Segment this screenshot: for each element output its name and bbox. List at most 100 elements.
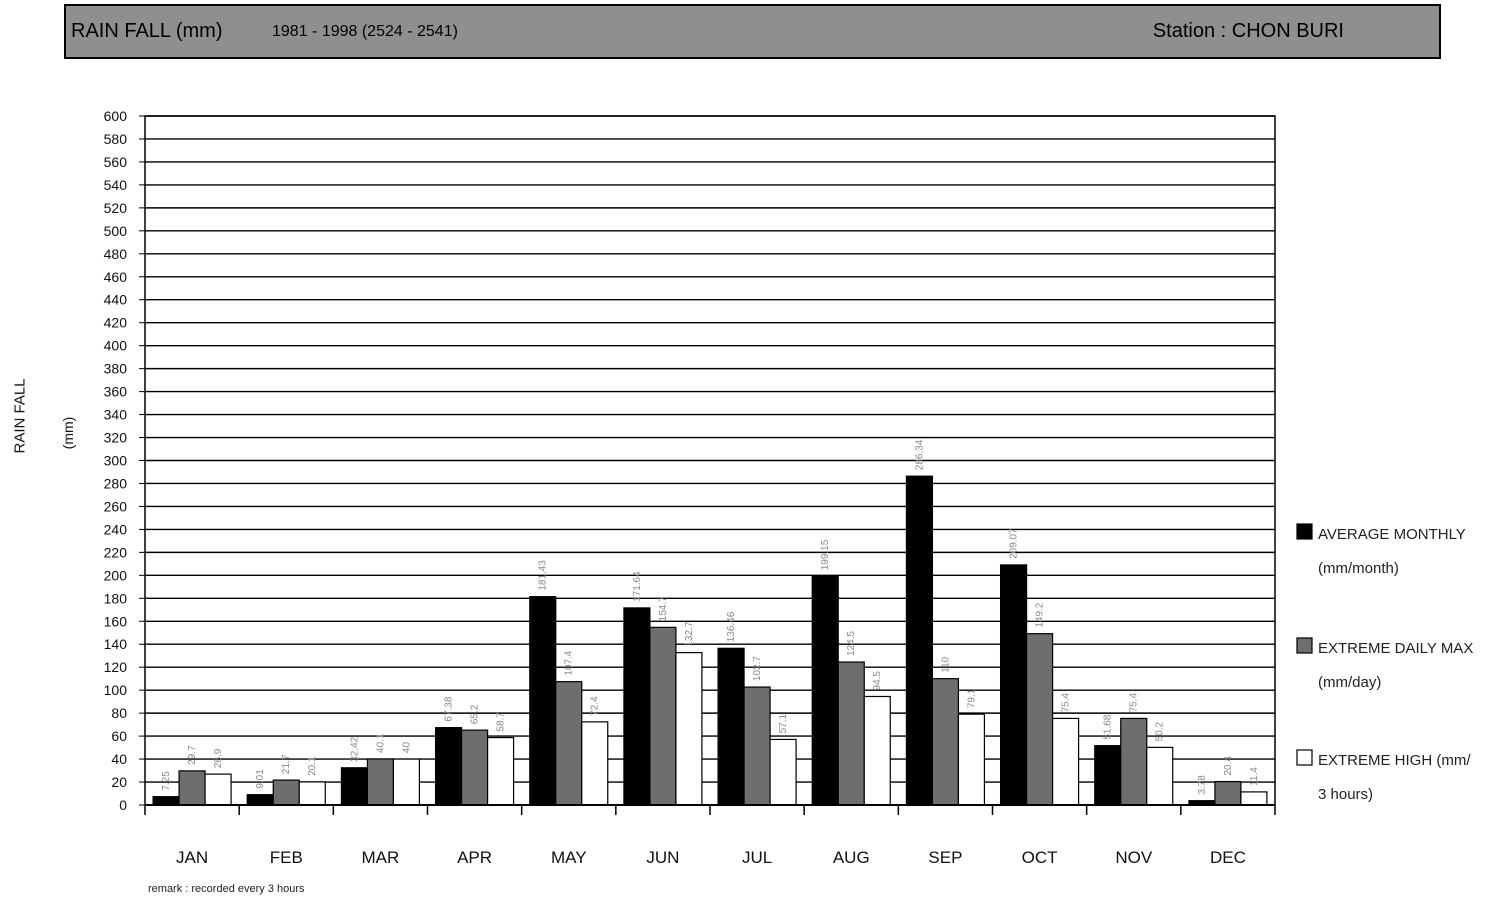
y-tick-label: 140 bbox=[104, 636, 128, 652]
legend: AVERAGE MONTHLY (mm/month) EXTREME DAILY … bbox=[1296, 523, 1473, 803]
bar bbox=[581, 721, 609, 806]
legend-label: 3 hours) bbox=[1318, 786, 1373, 803]
bar bbox=[1214, 780, 1242, 806]
bar bbox=[340, 767, 369, 806]
bar bbox=[675, 652, 703, 806]
bar bbox=[298, 781, 326, 806]
bar bbox=[246, 794, 274, 806]
data-label: 67.38 bbox=[444, 696, 455, 721]
y-tick-label: 300 bbox=[104, 453, 128, 469]
legend-swatch bbox=[1296, 749, 1313, 766]
y-tick-label: 220 bbox=[104, 544, 128, 560]
data-label: 32.42 bbox=[349, 736, 360, 761]
y-tick-label: 420 bbox=[104, 315, 128, 331]
y-tick-label: 360 bbox=[104, 384, 128, 400]
data-label: 75.4 bbox=[1129, 693, 1140, 713]
y-tick-label: 500 bbox=[104, 223, 128, 239]
y-tick-label: 60 bbox=[111, 728, 127, 744]
data-label: 107.4 bbox=[564, 650, 575, 675]
y-tick-label: 520 bbox=[104, 200, 128, 216]
y-tick-label: 20 bbox=[111, 774, 127, 790]
data-label: 3.78 bbox=[1197, 775, 1208, 795]
bar bbox=[863, 695, 891, 806]
y-tick-label: 540 bbox=[104, 177, 128, 193]
bar bbox=[1051, 717, 1080, 806]
data-label: 136.46 bbox=[726, 611, 737, 642]
data-label: 51.68 bbox=[1103, 714, 1114, 739]
bar bbox=[811, 575, 839, 806]
y-tick-label: 340 bbox=[104, 407, 128, 423]
axes: 0 20 40 60 80 100 120 140 160 180 200 220 240 260 280 3… bbox=[104, 108, 1276, 867]
data-label: 11.4 bbox=[1249, 767, 1260, 786]
bar bbox=[272, 779, 300, 806]
y-tick-label: 380 bbox=[104, 361, 128, 377]
legend-label: (mm/month) bbox=[1318, 560, 1399, 577]
y-tick-label: 100 bbox=[104, 682, 128, 698]
legend-label: EXTREME HIGH (mm/ bbox=[1318, 752, 1471, 769]
data-label: 65.2 bbox=[470, 704, 481, 724]
data-label: 50.2 bbox=[1155, 721, 1166, 741]
y-tick-label: 200 bbox=[104, 567, 128, 583]
bar bbox=[1240, 791, 1268, 806]
legend-swatch bbox=[1296, 637, 1313, 654]
y-tick-label: 120 bbox=[104, 659, 128, 675]
data-label: 199.15 bbox=[820, 539, 831, 570]
bar bbox=[837, 661, 865, 806]
data-label: 7.25 bbox=[161, 771, 172, 791]
station-name: Station : CHON BURI bbox=[1152, 20, 1344, 42]
x-tick-label: JUN bbox=[646, 848, 679, 867]
bar bbox=[434, 727, 463, 806]
bar bbox=[392, 758, 421, 806]
bar bbox=[931, 678, 960, 806]
y-tick-label: 460 bbox=[104, 269, 128, 285]
data-label: 132.7 bbox=[684, 621, 695, 646]
x-tick-label: APR bbox=[457, 848, 492, 867]
y-tick-label: 260 bbox=[104, 498, 128, 514]
y-tick-label: 440 bbox=[104, 292, 128, 308]
data-label: 102.7 bbox=[752, 656, 763, 681]
data-label: 40 bbox=[401, 742, 412, 754]
y-tick-label: 600 bbox=[104, 108, 128, 124]
grid-lines bbox=[144, 115, 1276, 806]
y-tick-label: 80 bbox=[111, 705, 127, 721]
data-label: 110 bbox=[940, 656, 951, 672]
y-tick-label: 320 bbox=[104, 430, 128, 446]
y-tick-label: 160 bbox=[104, 613, 128, 629]
bar bbox=[486, 736, 515, 806]
bar bbox=[999, 564, 1028, 806]
bar bbox=[152, 796, 180, 806]
data-label: 209.07 bbox=[1009, 528, 1020, 559]
data-label: 124.5 bbox=[846, 631, 857, 656]
bar bbox=[460, 729, 489, 806]
remark-note: remark : recorded every 3 hours bbox=[148, 883, 305, 895]
chart-header: RAIN FALL (mm) 1981 - 1998 (2524 - 2541)… bbox=[64, 4, 1441, 59]
legend-swatch bbox=[1296, 523, 1313, 540]
y-tick-label: 0 bbox=[119, 797, 127, 813]
x-tick-label: JUL bbox=[742, 848, 772, 867]
x-tick-label: NOV bbox=[1115, 848, 1153, 867]
bar bbox=[1146, 746, 1174, 806]
bar bbox=[555, 681, 583, 806]
data-label: 29.7 bbox=[187, 745, 198, 765]
x-tick-label: FEB bbox=[270, 848, 303, 867]
legend-label: AVERAGE MONTHLY bbox=[1318, 526, 1466, 543]
data-label: 26.9 bbox=[213, 748, 224, 768]
data-label: 149.2 bbox=[1035, 602, 1046, 627]
bar bbox=[1094, 745, 1122, 806]
y-tick-label: 560 bbox=[104, 154, 128, 170]
data-label: 57.1 bbox=[778, 714, 789, 734]
bar bbox=[1120, 717, 1148, 806]
data-label: 58.7 bbox=[496, 712, 507, 732]
y-tick-label: 400 bbox=[104, 338, 128, 354]
data-label: 171.64 bbox=[632, 571, 643, 602]
data-label: 72.4 bbox=[590, 696, 601, 716]
x-tick-label: AUG bbox=[833, 848, 870, 867]
bars bbox=[152, 475, 1268, 806]
bar bbox=[957, 713, 986, 806]
bar bbox=[204, 773, 232, 806]
data-label: 94.5 bbox=[872, 671, 883, 691]
x-tick-label: OCT bbox=[1022, 848, 1058, 867]
bar bbox=[717, 647, 745, 806]
data-label: 286.34 bbox=[914, 439, 925, 470]
bar bbox=[366, 758, 395, 806]
